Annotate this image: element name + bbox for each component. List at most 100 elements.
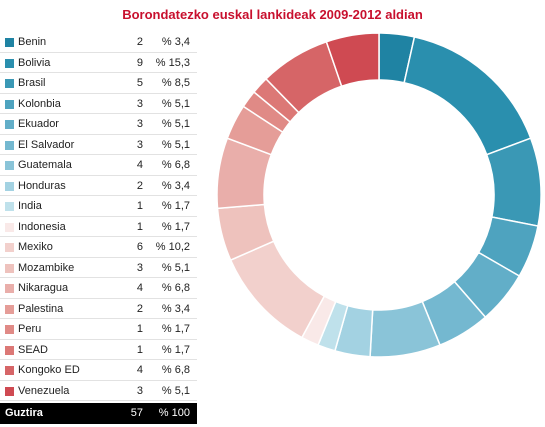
donut-slice [325, 32, 380, 88]
legend-percent: % 1,7 [161, 220, 190, 233]
legend-label: Indonesia [18, 220, 66, 233]
legend-count: 1 [136, 343, 143, 356]
legend-label: Guatemala [18, 159, 72, 171]
donut-chart [216, 32, 542, 358]
legend-swatch [5, 243, 14, 252]
legend-row: Guatemala 4 % 6,8 [0, 155, 197, 176]
legend-row: Venezuela 3 % 5,1 [0, 381, 197, 401]
legend-count: 3 [136, 384, 143, 397]
legend-count: 5 [136, 77, 143, 89]
legend-swatch [5, 284, 14, 293]
legend-swatch [5, 120, 14, 129]
legend-count: 1 [136, 200, 143, 212]
legend-swatch [5, 345, 14, 355]
legend-count: 3 [136, 97, 143, 110]
legend-percent: % 5,1 [161, 138, 190, 151]
legend-label: Brasil [18, 77, 46, 89]
legend-percent: % 3,4 [161, 36, 190, 48]
legend-swatch [5, 79, 14, 88]
legend-percent: % 5,1 [161, 118, 190, 130]
legend-swatch [5, 222, 14, 232]
legend-swatch [5, 140, 14, 150]
legend-table: Benin 2 % 3,4 Bolivia 9 % 15,3 Brasil 5 % 8,5 Kol… [0, 32, 197, 401]
chart-title: Borondatezko euskal lankideak 2009-2012 … [122, 7, 423, 22]
legend-label: SEAD [18, 343, 48, 356]
legend-percent: % 3,4 [161, 179, 190, 192]
legend-swatch [5, 181, 14, 191]
legend-count: 9 [136, 56, 143, 69]
legend-row: El Salvador 3 % 5,1 [0, 135, 197, 155]
legend-row: Peru 1 % 1,7 [0, 319, 197, 340]
legend-swatch [5, 38, 14, 47]
legend-percent: % 10,2 [155, 241, 190, 253]
legend-percent: % 6,8 [161, 364, 190, 376]
legend-label: Nikaragua [18, 282, 69, 294]
legend-swatch [5, 325, 14, 334]
legend-label: Kongoko ED [18, 364, 80, 376]
legend-row: SEAD 1 % 1,7 [0, 340, 197, 360]
legend-label: Bolivia [18, 56, 51, 69]
legend-percent: % 8,5 [161, 77, 190, 89]
legend-swatch [5, 304, 14, 314]
legend-label: Ekuador [18, 118, 59, 130]
legend-swatch [5, 202, 14, 211]
legend-label: Mexiko [18, 241, 53, 253]
legend-label: El Salvador [18, 138, 75, 151]
legend-swatch [5, 99, 14, 109]
legend-label: Mozambike [18, 261, 75, 274]
legend-row: Brasil 5 % 8,5 [0, 73, 197, 94]
legend-count: 6 [136, 241, 143, 253]
legend-count: 2 [136, 302, 143, 315]
total-row: Guztira 57 % 100 [0, 403, 197, 424]
legend-swatch [5, 161, 14, 170]
legend-count: 3 [136, 138, 143, 151]
legend-label: Palestina [18, 302, 64, 315]
legend-percent: % 15,3 [155, 56, 190, 69]
legend-percent: % 1,7 [161, 323, 190, 335]
legend-row: Nikaragua 4 % 6,8 [0, 278, 197, 299]
legend-row: Benin 2 % 3,4 [0, 32, 197, 53]
legend-count: 4 [136, 159, 143, 171]
total-label: Guztira [5, 407, 43, 419]
legend-row: India 1 % 1,7 [0, 196, 197, 217]
legend-percent: % 5,1 [161, 384, 190, 397]
legend-count: 4 [136, 364, 143, 376]
legend-swatch [5, 366, 14, 375]
legend-label: Kolonbia [18, 97, 61, 110]
legend-label: Peru [18, 323, 42, 335]
legend-row: Honduras 2 % 3,4 [0, 176, 197, 196]
legend-label: Honduras [18, 179, 66, 192]
legend-swatch [5, 386, 14, 396]
legend-percent: % 6,8 [161, 159, 190, 171]
legend-swatch [5, 58, 14, 68]
total-percent: % 100 [158, 407, 190, 419]
legend-row: Bolivia 9 % 15,3 [0, 53, 197, 73]
total-count: 57 [130, 407, 143, 419]
legend-count: 1 [136, 323, 143, 335]
legend-label: India [18, 200, 42, 212]
legend-row: Mexiko 6 % 10,2 [0, 237, 197, 258]
legend-swatch [5, 263, 14, 273]
legend-count: 2 [136, 36, 143, 48]
legend-row: Ekuador 3 % 5,1 [0, 114, 197, 135]
legend-row: Indonesia 1 % 1,7 [0, 217, 197, 237]
donut-slice [485, 137, 542, 227]
legend-row: Kongoko ED 4 % 6,8 [0, 360, 197, 381]
legend-row: Mozambike 3 % 5,1 [0, 258, 197, 278]
legend-count: 3 [136, 261, 143, 274]
legend-count: 1 [136, 220, 143, 233]
legend-label: Benin [18, 36, 47, 48]
legend-count: 4 [136, 282, 143, 294]
legend-percent: % 3,4 [161, 302, 190, 315]
legend-percent: % 1,7 [161, 200, 190, 212]
legend-percent: % 5,1 [161, 97, 190, 110]
legend-percent: % 6,8 [161, 282, 190, 294]
legend-count: 2 [136, 179, 143, 192]
legend-count: 3 [136, 118, 143, 130]
legend-row: Kolonbia 3 % 5,1 [0, 94, 197, 114]
legend-percent: % 1,7 [161, 343, 190, 356]
donut-slice [403, 36, 532, 156]
legend-row: Palestina 2 % 3,4 [0, 299, 197, 319]
donut-slice [229, 240, 326, 339]
legend-percent: % 5,1 [161, 261, 190, 274]
